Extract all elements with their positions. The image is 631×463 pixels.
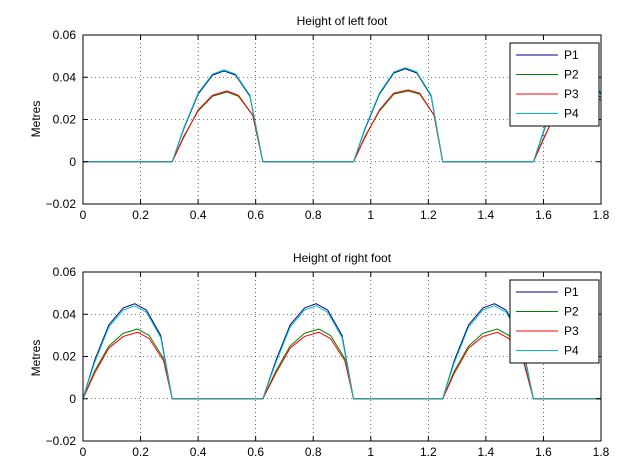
x-tick-label: 0.4 [190, 208, 207, 222]
x-tick-label: 1.8 [593, 445, 610, 459]
legend: P1 P2 P3 P4 [509, 279, 600, 364]
grid-lines [83, 35, 601, 204]
legend-label: P2 [564, 305, 579, 319]
legend-label: P2 [564, 68, 579, 82]
y-tick-label: 0.02 [53, 350, 77, 364]
y-tick-label: 0.02 [53, 113, 77, 127]
x-tick-label: 1.2 [420, 445, 437, 459]
legend-label: P4 [564, 344, 579, 358]
x-tick-label: 0.8 [305, 445, 322, 459]
y-tick-label: −0.02 [46, 197, 77, 211]
chart-left-foot: Height of left foot Metres 0 0.2 0.4 0.6 0.8… [29, 14, 610, 222]
x-tick-label: 1 [367, 445, 374, 459]
x-tick-label: 1 [367, 208, 374, 222]
legend-label: P4 [564, 107, 579, 121]
y-axis-label: Metres [29, 101, 43, 138]
x-tick-label: 0.2 [132, 208, 149, 222]
x-tick-label: 0 [80, 208, 87, 222]
x-tick-label: 1.4 [478, 445, 495, 459]
series-line-p2 [82, 328, 601, 400]
x-tick-label: 0.4 [190, 445, 207, 459]
legend-label: P3 [564, 87, 579, 101]
legend-label: P1 [564, 48, 579, 62]
chart-title: Height of left foot [297, 14, 388, 28]
series-line-p4 [82, 305, 601, 400]
y-tick-label: 0.06 [53, 28, 77, 42]
chart-title: Height of right foot [293, 251, 392, 265]
legend-label: P1 [564, 285, 579, 299]
x-tick-label: 0.2 [132, 445, 149, 459]
y-tick-label: 0 [69, 392, 76, 406]
axis-ticks: 0 0.2 0.4 0.6 0.8 1 1.2 1.4 1.6 1.8−0.0200.020.04… [46, 28, 610, 222]
series-line-p3 [83, 88, 602, 163]
x-tick-label: 1.6 [535, 208, 552, 222]
series-lines [82, 303, 601, 400]
y-tick-label: 0.04 [53, 307, 77, 321]
x-tick-label: 0 [80, 445, 87, 459]
series-line-p1 [82, 303, 601, 400]
axis-ticks: 0 0.2 0.4 0.6 0.8 1 1.2 1.4 1.6 1.8−0.0200.020.04… [46, 265, 610, 459]
y-axis-label: Metres [29, 340, 43, 377]
y-tick-label: 0 [69, 155, 76, 169]
series-line-p3 [82, 331, 601, 400]
y-tick-label: 0.04 [53, 70, 77, 84]
x-tick-label: 1.6 [535, 445, 552, 459]
legend-label: P3 [564, 324, 579, 338]
x-tick-label: 0.6 [247, 445, 264, 459]
x-tick-label: 0.6 [247, 208, 264, 222]
y-tick-label: −0.02 [46, 434, 77, 448]
chart-right-foot: Height of right foot Metres 0 0.2 0.4 0.6 0.… [29, 251, 610, 459]
x-tick-label: 1.2 [420, 208, 437, 222]
legend-box [509, 279, 600, 364]
legend: P1 P2 P3 P4 [509, 42, 600, 127]
grid-lines [83, 272, 601, 441]
x-tick-label: 0.8 [305, 208, 322, 222]
x-tick-label: 1.8 [593, 208, 610, 222]
legend-box [509, 42, 600, 127]
y-tick-label: 0.06 [53, 265, 77, 279]
x-tick-label: 1.4 [478, 208, 495, 222]
